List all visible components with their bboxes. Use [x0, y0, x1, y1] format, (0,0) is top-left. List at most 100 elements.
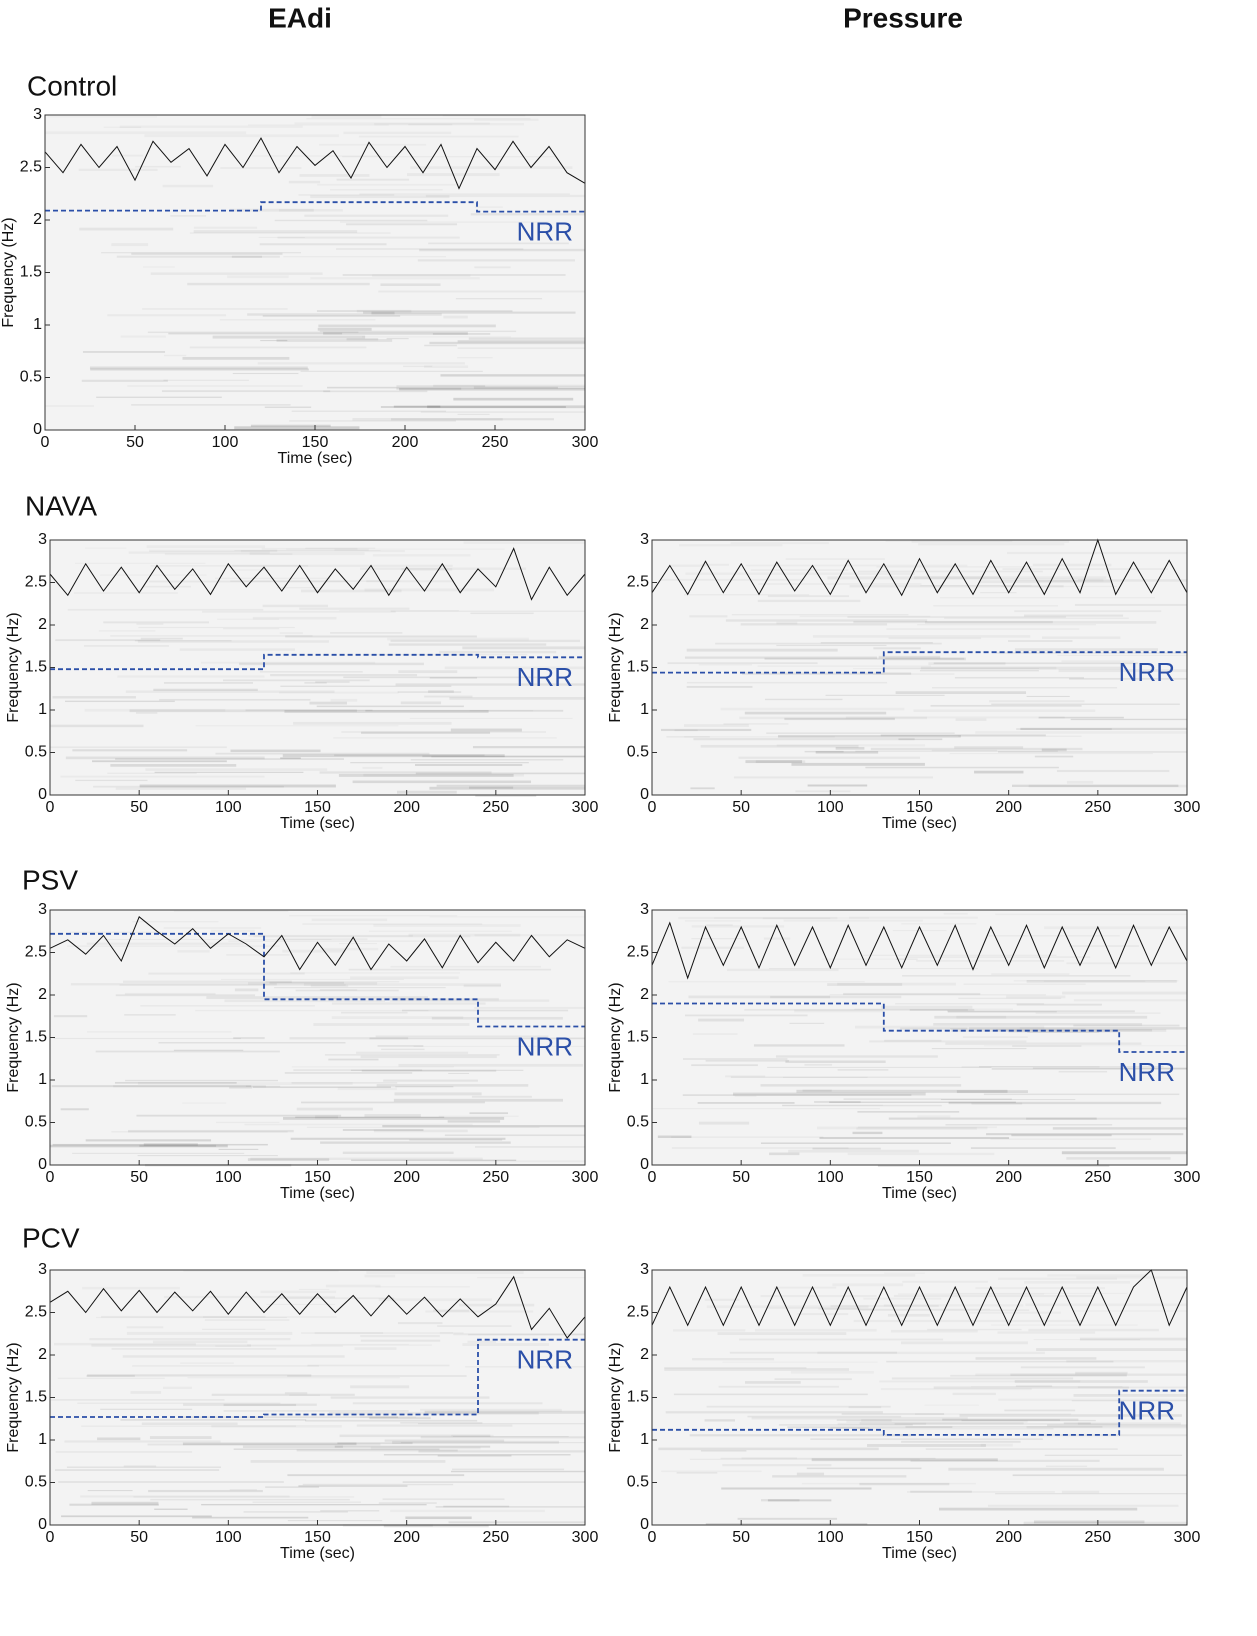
- texture: [305, 1419, 478, 1422]
- texture: [289, 420, 456, 422]
- texture: [731, 614, 909, 616]
- texture: [247, 1344, 432, 1346]
- texture: [689, 1434, 912, 1437]
- texture: [988, 935, 1119, 936]
- texture: [135, 712, 158, 714]
- texture: [330, 632, 403, 634]
- texture: [316, 705, 464, 708]
- texture: [163, 682, 254, 684]
- texture: [902, 1281, 988, 1283]
- texture: [87, 1031, 231, 1032]
- texture: [343, 676, 541, 679]
- plot-background: [652, 540, 1187, 795]
- texture: [87, 1374, 312, 1377]
- texture: [997, 751, 1187, 753]
- texture: [693, 1033, 738, 1035]
- y-tick-label: 2.5: [627, 944, 649, 961]
- texture: [803, 1274, 916, 1277]
- texture: [830, 1304, 939, 1308]
- texture: [383, 1454, 571, 1456]
- texture: [101, 252, 302, 254]
- texture: [55, 639, 161, 642]
- texture: [888, 637, 982, 640]
- texture: [138, 626, 295, 629]
- texture: [279, 692, 398, 694]
- texture: [959, 1414, 1182, 1417]
- texture: [661, 1471, 761, 1473]
- texture: [778, 1424, 913, 1426]
- texture: [274, 219, 428, 222]
- plot-background: [652, 1270, 1187, 1525]
- texture: [910, 1459, 1100, 1462]
- texture: [1026, 980, 1177, 983]
- texture: [430, 916, 585, 917]
- texture: [250, 424, 331, 427]
- texture: [938, 1507, 1138, 1511]
- y-tick-label: 0: [640, 786, 649, 803]
- texture: [269, 981, 345, 984]
- texture: [956, 1015, 1007, 1019]
- texture: [245, 709, 373, 712]
- texture: [995, 914, 1187, 916]
- texture: [50, 1144, 228, 1148]
- y-tick-label: 1: [38, 1071, 47, 1088]
- y-axis-label: Frequency (Hz): [5, 982, 22, 1092]
- texture: [1028, 1328, 1159, 1332]
- texture: [248, 935, 413, 937]
- texture: [320, 1141, 511, 1144]
- texture: [978, 580, 1112, 584]
- texture: [829, 1101, 1016, 1103]
- x-tick-label: 0: [648, 799, 657, 816]
- texture: [120, 125, 303, 128]
- y-tick-label: 1: [640, 1431, 649, 1448]
- x-tick-label: 150: [906, 799, 933, 816]
- texture: [130, 1391, 162, 1394]
- texture: [863, 1298, 941, 1300]
- texture: [1058, 1070, 1108, 1073]
- y-tick-label: 1.5: [627, 659, 649, 676]
- texture: [265, 980, 400, 983]
- texture: [149, 1436, 212, 1440]
- texture: [55, 1451, 193, 1453]
- texture: [904, 956, 1091, 958]
- texture: [206, 996, 429, 999]
- texture: [402, 1481, 585, 1483]
- texture: [684, 1014, 808, 1017]
- texture: [473, 386, 585, 389]
- texture: [394, 997, 499, 1001]
- texture: [691, 937, 745, 940]
- texture: [87, 1490, 133, 1492]
- texture: [72, 1152, 245, 1154]
- texture: [202, 611, 396, 613]
- texture: [739, 1338, 944, 1341]
- texture: [814, 1100, 861, 1103]
- texture: [948, 1467, 1164, 1471]
- texture: [1028, 784, 1187, 788]
- texture: [725, 619, 928, 622]
- texture: [804, 1063, 833, 1066]
- texture: [463, 541, 585, 543]
- x-tick-label: 50: [126, 434, 144, 451]
- texture: [359, 136, 519, 138]
- texture: [891, 1377, 1074, 1380]
- texture: [717, 1332, 847, 1336]
- y-tick-label: 2.5: [627, 574, 649, 591]
- texture: [125, 1079, 278, 1082]
- texture: [769, 1308, 861, 1309]
- texture: [767, 1499, 832, 1502]
- texture: [457, 340, 585, 343]
- texture: [1061, 1151, 1187, 1155]
- texture: [319, 771, 492, 774]
- texture: [350, 976, 459, 980]
- texture: [815, 751, 879, 754]
- texture: [317, 184, 460, 186]
- texture: [887, 1313, 930, 1317]
- texture: [183, 1270, 339, 1271]
- texture: [1044, 1454, 1183, 1457]
- texture: [244, 1124, 472, 1126]
- texture: [832, 1283, 903, 1286]
- texture: [432, 333, 491, 335]
- texture: [361, 1069, 497, 1072]
- texture: [394, 1092, 482, 1096]
- y-tick-label: 1: [38, 701, 47, 718]
